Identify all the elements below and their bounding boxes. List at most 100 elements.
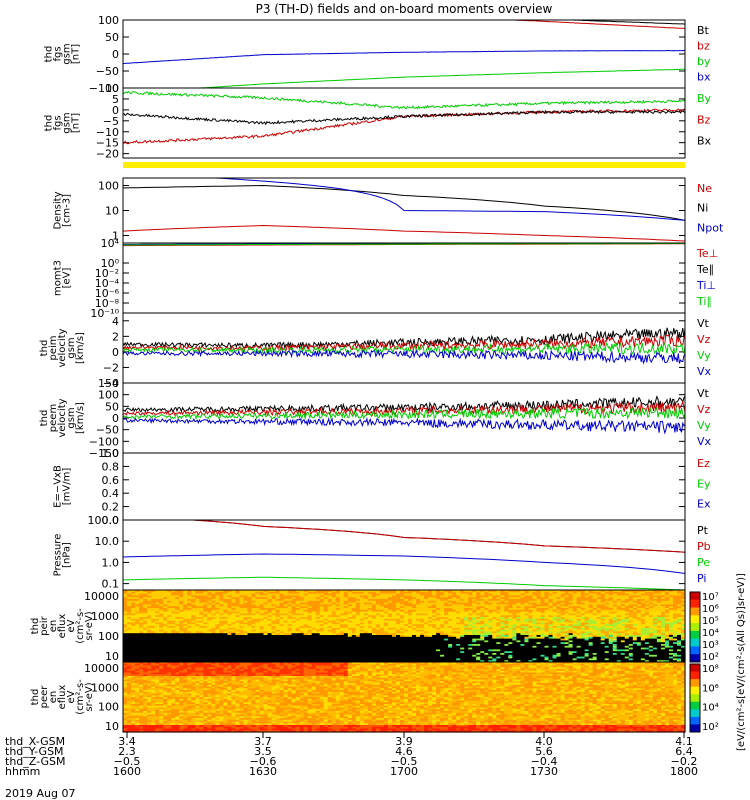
cell-peir-en-eflux-72-14 bbox=[412, 615, 417, 618]
cell-peir-en-eflux-24-21 bbox=[219, 627, 224, 631]
cell-peir-en-eflux-88-13 bbox=[476, 613, 481, 616]
cell-peir-en-eflux-106-17 bbox=[548, 620, 554, 623]
cell-peir-en-eflux-89-26 bbox=[480, 636, 485, 640]
cell-peir-en-eflux-82-9 bbox=[452, 606, 457, 609]
cell-peir-en-eflux-99-39 bbox=[520, 660, 526, 663]
cell-peir-en-eflux-45-26 bbox=[303, 636, 309, 640]
cell-peir-en-eflux-116-9 bbox=[588, 606, 594, 609]
cell-peir-en-eflux-52-29 bbox=[331, 642, 337, 645]
cell-peir-en-eflux-65-36 bbox=[383, 654, 389, 658]
cell-peir-en-eflux-15-28 bbox=[183, 640, 188, 643]
cell-peir-en-eflux-86-35 bbox=[468, 653, 473, 656]
cell-peir-en-eflux-40-38 bbox=[283, 658, 289, 661]
cell-peir-en-eflux-92-31 bbox=[492, 645, 497, 649]
cell-peir-en-eflux-35-1 bbox=[263, 591, 269, 595]
cell-peir-en-eflux-85-25 bbox=[464, 635, 469, 638]
cell-peir-en-eflux-15-17 bbox=[183, 620, 188, 623]
cell-peir-en-eflux-37-37 bbox=[271, 656, 277, 659]
cell-peir-en-eflux-87-35 bbox=[472, 653, 477, 656]
cell-peir-en-eflux-19-17 bbox=[199, 620, 204, 623]
cell-peir-en-eflux-73-0 bbox=[416, 590, 421, 593]
cell-peir-en-eflux-39-34 bbox=[279, 651, 285, 654]
cell-peir-en-eflux-40-27 bbox=[283, 638, 289, 641]
cell-peir-en-eflux-7-31 bbox=[151, 645, 156, 649]
cell-peir-en-eflux-32-34 bbox=[251, 651, 257, 654]
cell-peir-en-eflux-77-24 bbox=[432, 633, 437, 636]
cell-peir-en-eflux-28-2 bbox=[235, 593, 241, 596]
cell-peir-en-eflux-53-19 bbox=[335, 624, 341, 627]
cell-peir-en-eflux-45-22 bbox=[303, 629, 309, 632]
cell-peir-en-eflux-98-3 bbox=[516, 595, 522, 598]
cell-peir-en-eflux-103-24 bbox=[536, 633, 542, 636]
cell-peir-en-eflux-99-8 bbox=[520, 604, 526, 607]
cell-peir-en-eflux-38-32 bbox=[275, 647, 281, 650]
cell-peir-en-eflux-1-29 bbox=[127, 642, 132, 645]
cell-peir-en-eflux-45-2 bbox=[303, 593, 309, 596]
cell-peir-en-eflux-110-1 bbox=[564, 591, 570, 595]
cell-peir-en-eflux-113-16 bbox=[576, 618, 582, 622]
cell-peir-en-eflux-17-6 bbox=[191, 600, 196, 604]
cell-peir-en-eflux-45-13 bbox=[303, 613, 309, 616]
ylabel-density-0: Density bbox=[53, 191, 64, 229]
cell-peir-en-eflux-14-7 bbox=[179, 602, 184, 605]
cell-peir-en-eflux-77-9 bbox=[432, 606, 437, 609]
cell-peir-en-eflux-71-15 bbox=[408, 617, 413, 620]
cell-peir-en-eflux-25-32 bbox=[223, 647, 228, 650]
cell-peir-en-eflux-17-25 bbox=[191, 635, 196, 638]
cell-peir-en-eflux-20-39 bbox=[203, 660, 208, 663]
cell-peir-en-eflux-90-30 bbox=[484, 644, 489, 647]
cell-peir-en-eflux-39-15 bbox=[279, 617, 285, 620]
cell-peir-en-eflux-3-16 bbox=[135, 618, 140, 622]
cell-peir-en-eflux-27-9 bbox=[231, 606, 236, 609]
cell-peir-en-eflux-59-28 bbox=[359, 640, 365, 643]
cell-peir-en-eflux-102-1 bbox=[532, 591, 538, 595]
cell-peir-en-eflux-41-2 bbox=[287, 593, 293, 596]
cell-peir-en-eflux-93-3 bbox=[496, 595, 501, 598]
cell-peir-en-eflux-86-14 bbox=[468, 615, 473, 618]
cell-peir-en-eflux-24-28 bbox=[219, 640, 224, 643]
cell-peir-en-eflux-108-4 bbox=[556, 597, 562, 600]
cell-peir-en-eflux-107-16 bbox=[552, 618, 558, 622]
cell-peir-en-eflux-55-6 bbox=[343, 600, 349, 604]
cell-peir-en-eflux-14-18 bbox=[179, 622, 184, 625]
cell-peir-en-eflux-55-24 bbox=[343, 633, 349, 636]
cell-peir-en-eflux-99-1 bbox=[520, 591, 526, 595]
cell-peir-en-eflux-71-17 bbox=[408, 620, 413, 623]
cell-peir-en-eflux-25-12 bbox=[223, 611, 228, 614]
cell-peir-en-eflux-17-13 bbox=[191, 613, 196, 616]
cell-peir-en-eflux-58-8 bbox=[355, 604, 361, 607]
cell-peir-en-eflux-94-29 bbox=[500, 642, 505, 645]
cell-peir-en-eflux-69-32 bbox=[399, 647, 405, 650]
cell-peir-en-eflux-46-5 bbox=[307, 599, 313, 602]
cell-peir-en-eflux-115-32 bbox=[584, 647, 590, 650]
cell-peir-en-eflux-0-3 bbox=[123, 595, 128, 598]
cell-peir-en-eflux-41-14 bbox=[287, 615, 293, 618]
cell-peir-en-eflux-94-2 bbox=[500, 593, 505, 596]
cell-peir-en-eflux-18-28 bbox=[195, 640, 200, 643]
cell-peir-en-eflux-114-30 bbox=[580, 644, 586, 647]
cell-peir-en-eflux-91-25 bbox=[488, 635, 493, 638]
cell-peir-en-eflux-19-28 bbox=[199, 640, 204, 643]
cell-peir-en-eflux-73-20 bbox=[416, 626, 421, 629]
cell-peir-en-eflux-65-33 bbox=[383, 649, 389, 652]
cell-peir-en-eflux-72-0 bbox=[412, 590, 417, 593]
cell-peir-en-eflux-20-36 bbox=[203, 654, 208, 658]
cell-peir-en-eflux-69-29 bbox=[399, 642, 405, 645]
cell-peir-en-eflux-40-37 bbox=[283, 656, 289, 659]
cell-peir-en-eflux-111-28 bbox=[568, 640, 574, 643]
cell-peir-en-eflux-63-1 bbox=[375, 591, 381, 595]
cell-peir-en-eflux-0-5 bbox=[123, 599, 128, 602]
cell-peir-en-eflux-46-3 bbox=[307, 595, 313, 598]
cell-peir-en-eflux-112-9 bbox=[572, 606, 578, 609]
cell-peir-en-eflux-68-38 bbox=[395, 658, 401, 661]
cell-peir-en-eflux-13-38 bbox=[175, 658, 180, 661]
cell-peir-en-eflux-8-12 bbox=[155, 611, 160, 614]
panel-momt3: momt3[eV]10⁴10⁰10⁻²10⁻⁴10⁻⁶10⁻⁸10⁻¹⁰Te⊥T… bbox=[53, 237, 719, 320]
cell-peir-en-eflux-27-4 bbox=[231, 597, 236, 600]
cell-peir-en-eflux-0-26 bbox=[123, 636, 128, 640]
cell-peir-en-eflux-10-35 bbox=[163, 653, 168, 656]
cell-peir-en-eflux-71-33 bbox=[408, 649, 413, 652]
cell-peir-en-eflux-24-31 bbox=[219, 645, 224, 649]
cell-peir-en-eflux-110-38 bbox=[564, 658, 570, 661]
cell-peir-en-eflux-105-28 bbox=[544, 640, 550, 643]
